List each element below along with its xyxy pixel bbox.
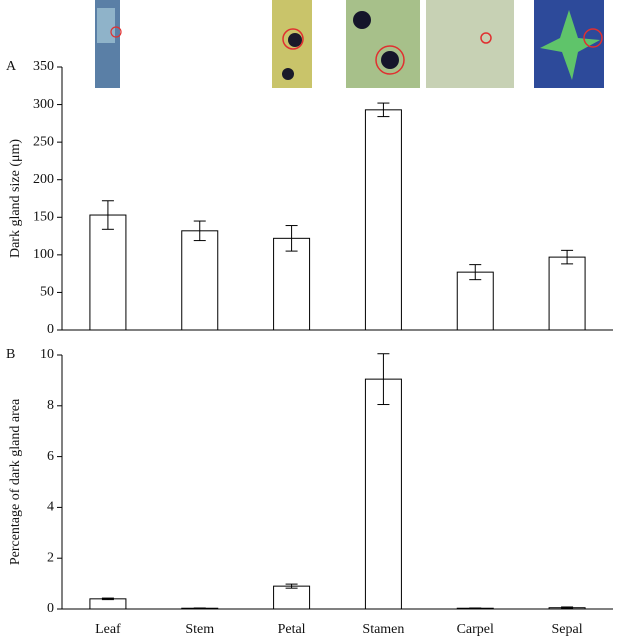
bar [548,256,586,331]
y-tick-label: 150 [33,210,54,225]
y-tick-label: 200 [33,172,54,187]
y-tick-label: 300 [33,97,54,112]
y-tick-label: 0 [47,601,54,616]
photo-marker [480,32,492,44]
bar [456,271,494,331]
x-tick-label: Petal [278,622,306,637]
photo-detail [288,33,302,47]
bar [273,585,311,610]
x-tick-label: Stamen [362,622,404,637]
photo-detail [353,11,371,29]
y-axis-title: Dark gland size (μm) [8,139,23,258]
x-tick-label: Sepal [552,622,583,637]
y-tick-label: 2 [47,550,54,565]
y-tick-label: 6 [47,449,54,464]
y-tick-label: 100 [33,247,54,262]
x-tick-label: Leaf [95,622,121,637]
y-tick-label: 0 [47,322,54,337]
photos [95,0,604,88]
photo-marker [375,45,405,75]
bar [273,237,311,331]
y-axis-title: Percentage of dark gland area [8,398,23,565]
bar [89,214,127,331]
x-tick-label: Stem [185,622,214,637]
y-tick-label: 250 [33,134,54,149]
y-tick-label: 10 [40,347,54,362]
photo-marker [583,28,603,48]
y-tick-label: 350 [33,59,54,74]
photo-detail [282,68,294,80]
photo [426,0,514,88]
bar [364,378,402,610]
y-tick-label: 50 [40,285,54,300]
y-tick-label: 8 [47,398,54,413]
panel-label: A [6,59,17,74]
photo-detail [381,51,399,69]
y-tick-label: 4 [47,500,54,515]
photo-detail [540,10,600,80]
photo-detail [97,8,115,43]
x-tick-label: Carpel [457,622,494,637]
bar [89,598,127,610]
photo-marker [110,26,122,38]
panel-label: B [6,347,15,362]
photo-marker [282,28,304,50]
bar [364,109,402,331]
bar [181,230,219,331]
